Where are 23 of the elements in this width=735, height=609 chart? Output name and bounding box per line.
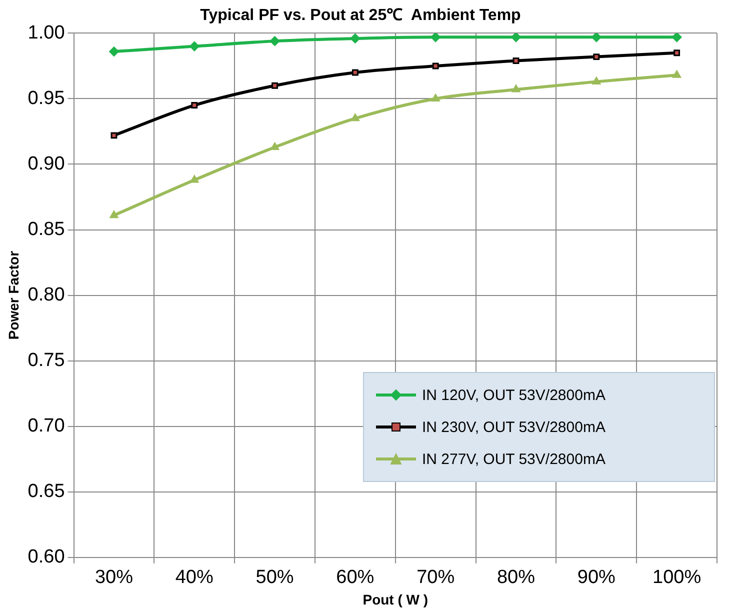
chart-title: Typical PF vs. Pout at 25℃ Ambient Temp (200, 7, 522, 24)
x-tick-label: 80% (496, 567, 536, 588)
legend-label: IN 230V, OUT 53V/2800mA (422, 418, 606, 436)
y-axis-title: Power Factor (5, 250, 22, 340)
y-tick-label: 0.80 (28, 284, 65, 306)
legend-label: IN 120V, OUT 53V/2800mA (422, 386, 606, 404)
y-tick-label: 0.70 (28, 416, 65, 437)
x-tick-label: 60% (336, 567, 374, 588)
y-tick-label: 0.85 (28, 219, 65, 240)
x-tick-label: 70% (416, 567, 455, 588)
y-tick-label: 0.90 (28, 153, 65, 174)
y-tick-label: 1.00 (28, 22, 65, 44)
x-tick-label: 100% (652, 567, 702, 588)
x-axis-title: Pout ( W ) (362, 591, 428, 608)
y-tick-label: 0.65 (28, 481, 65, 502)
y-tick-label: 0.75 (28, 350, 65, 372)
x-tick-label: 90% (577, 567, 616, 588)
x-tick-label: 50% (256, 567, 294, 588)
x-tick-label: 30% (94, 567, 134, 588)
y-tick-label: 0.60 (28, 546, 65, 568)
x-tick-label: 40% (175, 567, 214, 588)
y-tick-label: 0.95 (28, 88, 65, 109)
legend-label: IN 277V, OUT 53V/2800mA (422, 450, 606, 468)
